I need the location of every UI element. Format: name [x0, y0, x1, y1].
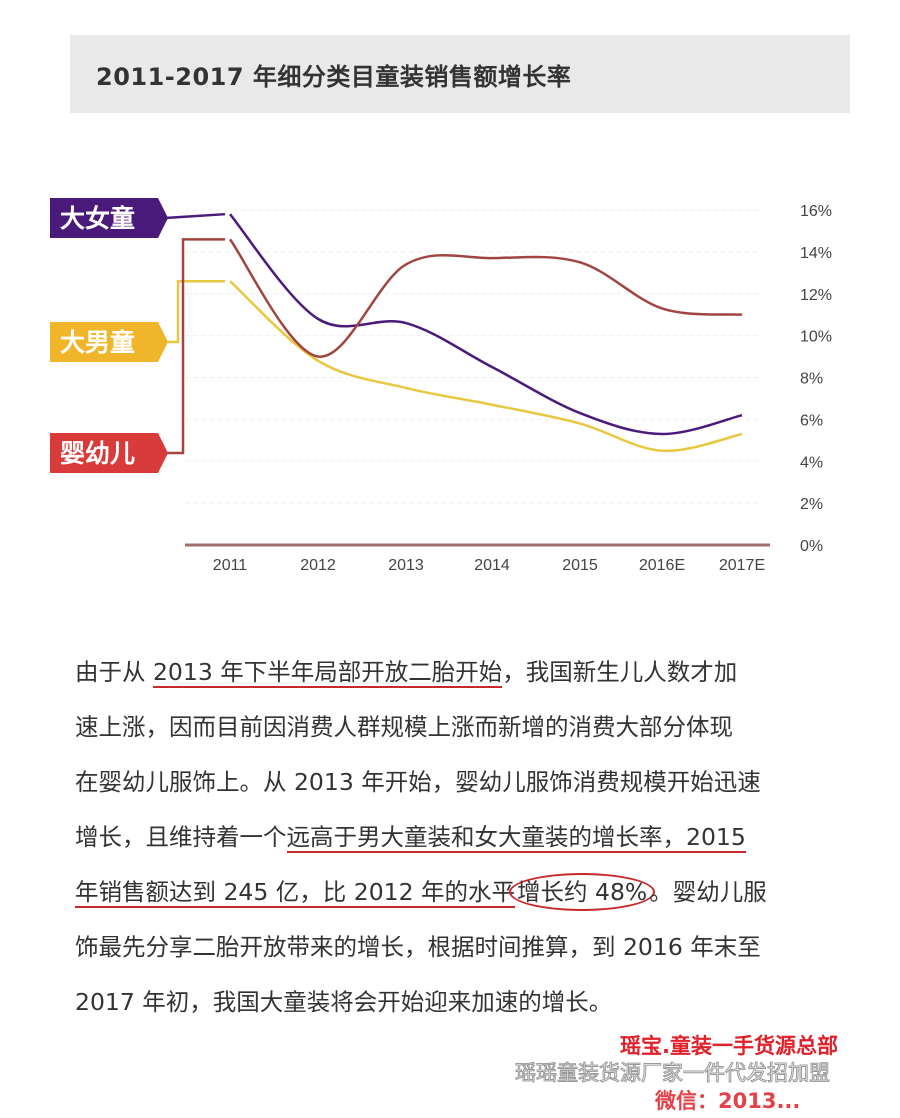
text: 速上涨，因而目前因消费人群规模上涨而新增的消费大部分体现 [75, 713, 733, 741]
legend-label: 婴幼儿 [60, 439, 135, 468]
series-connector [164, 212, 226, 220]
text: 增长，且维持着一个 [75, 823, 287, 851]
legend-label: 大女童 [60, 204, 135, 233]
underlined-text: 2013 年下半年局部开放二胎开始 [152, 658, 503, 688]
text: ，我国新生儿人数才加 [502, 658, 738, 686]
legend-tag [50, 322, 168, 362]
y-tick-label: 6% [800, 412, 823, 429]
watermark-wechat: 微信：2013... [655, 1089, 801, 1113]
y-tick-label: 2% [800, 496, 823, 513]
line-chart: 0% 2% 4% 6% 8% 10% 12% 14% 16% 2011 2012 2013 2014 20… [50, 198, 832, 574]
legend-tag [50, 198, 168, 238]
circled-text: 增长约 48% [509, 873, 656, 911]
underlined-text: 年销售额达到 245 亿，比 2012 年的水平 [75, 878, 516, 908]
legend-label: 大男童 [60, 328, 135, 357]
series-connector [165, 238, 225, 455]
x-tick-label: 2011 [213, 557, 248, 574]
text: 饰最先分享二胎开放带来的增长，根据时间推算，到 2016 年末至 [75, 933, 761, 961]
x-tick-label: 2013 [388, 557, 424, 574]
text: 由于从 [75, 658, 153, 686]
x-tick-label: 2016E [639, 557, 685, 574]
text: 。婴幼儿服 [649, 878, 767, 906]
text: 2017 年初，我国大童装将会开始迎来加速的增长。 [75, 988, 613, 1016]
legend-tag [50, 433, 168, 473]
series-line [229, 213, 743, 436]
series-connector [165, 279, 225, 344]
watermark-account: 瑶瑶童装货源厂家一件代发招加盟 [515, 1061, 831, 1086]
series-line [228, 238, 743, 358]
text: 在婴幼儿服饰上。从 2013 年开始，婴幼儿服饰消费规模开始迅速 [75, 768, 761, 796]
y-tick-label: 12% [800, 287, 832, 304]
y-tick-label: 14% [800, 245, 832, 262]
y-tick-label: 10% [800, 329, 832, 346]
underlined-text: 远高于男大童装和女大童装的增长率，2015 [286, 823, 746, 853]
series-line [229, 280, 743, 453]
y-tick-label: 0% [800, 538, 823, 555]
chart-title: 2011-2017 年细分类目童装销售额增长率 [96, 63, 572, 91]
x-tick-label: 2012 [300, 557, 336, 574]
x-tick-label: 2017E [719, 557, 765, 574]
watermark-brand: 瑶宝.童装一手货源总部 [620, 1034, 838, 1058]
body-paragraph: 由于从 2013 年下半年局部开放二胎开始，我国新生儿人数才加 速上涨，因而目前… [75, 645, 835, 1030]
y-tick-label: 16% [800, 203, 832, 220]
y-tick-label: 4% [800, 454, 823, 471]
x-tick-label: 2014 [474, 557, 510, 574]
title-bar: 2011-2017 年细分类目童装销售额增长率 [70, 35, 850, 113]
x-tick-label: 2015 [562, 557, 598, 574]
y-tick-label: 8% [800, 371, 823, 388]
